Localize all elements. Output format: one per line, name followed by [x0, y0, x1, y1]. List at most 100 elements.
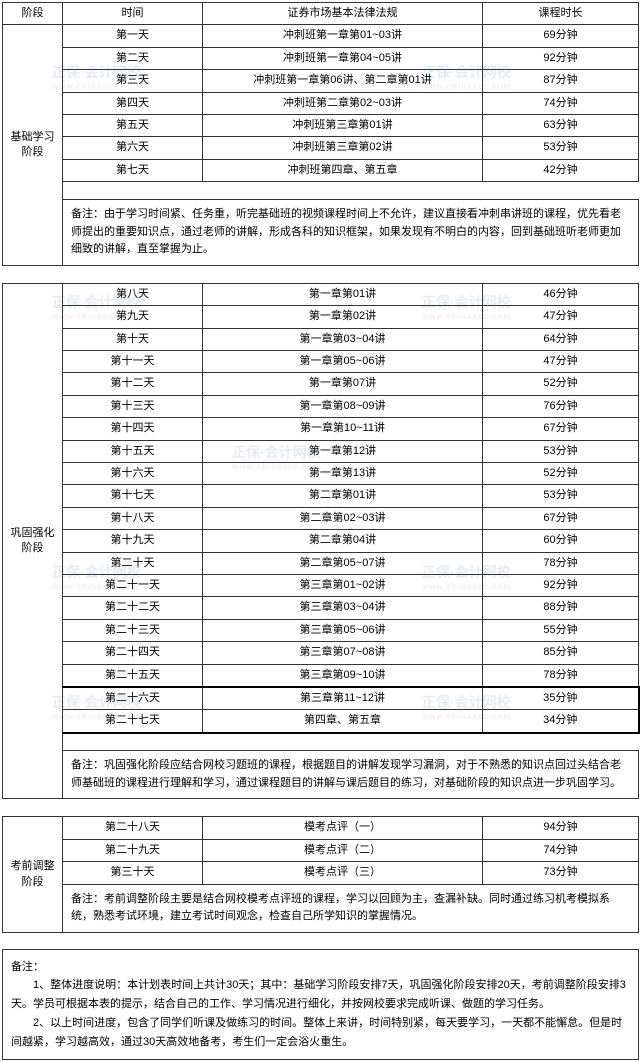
duration-cell: 88分钟: [483, 597, 639, 619]
table-row: 第七天冲刺班第四章、第五章42分钟: [3, 159, 639, 181]
duration-cell: 52分钟: [483, 463, 639, 485]
time-cell: 第十一天: [63, 351, 203, 373]
table-row: 第十二天第一章第07讲52分钟: [3, 373, 639, 395]
content-cell: 冲刺班第三章第01讲: [203, 114, 483, 136]
time-cell: 第八天: [63, 283, 203, 305]
duration-cell: 69分钟: [483, 25, 639, 47]
content-cell: 冲刺班第三章第02讲: [203, 137, 483, 159]
time-cell: 第十四天: [63, 418, 203, 440]
note-cell: 备注：考前调整阶段主要是结合网校模考点评班的课程，学习以回顾为主，查漏补缺。同时…: [63, 884, 639, 932]
content-cell: 冲刺班第四章、第五章: [203, 159, 483, 181]
content-cell: 第一章第01讲: [203, 283, 483, 305]
duration-cell: 76分钟: [483, 395, 639, 417]
content-cell: 第二章第01讲: [203, 485, 483, 507]
table-row: 第二十一天第三章第01~02讲92分钟: [3, 574, 639, 596]
time-cell: 第二十四天: [63, 642, 203, 664]
table-row: 第二十九天模考点评（二）74分钟: [3, 839, 639, 861]
table-row: 巩固强化阶段第八天第一章第01讲46分钟: [3, 283, 639, 305]
time-cell: 第七天: [63, 159, 203, 181]
table-row: 基础学习阶段第一天冲刺班第一章第01~03讲69分钟: [3, 25, 639, 47]
content-cell: 冲刺班第一章第06讲、第二章第01讲: [203, 70, 483, 92]
duration-cell: 67分钟: [483, 418, 639, 440]
time-cell: 第十天: [63, 328, 203, 350]
content-cell: 第一章第02讲: [203, 306, 483, 328]
time-cell: 第十八天: [63, 507, 203, 529]
duration-cell: 53分钟: [483, 440, 639, 462]
content-cell: 第二章第02~03讲: [203, 507, 483, 529]
duration-cell: 47分钟: [483, 351, 639, 373]
duration-cell: 92分钟: [483, 574, 639, 596]
table-row: 第二十三天第三章第05~06讲55分钟: [3, 619, 639, 641]
content-cell: 第三章第09~10讲: [203, 664, 483, 687]
table-row: 第三十天模考点评（三）73分钟: [3, 862, 639, 884]
duration-cell: 64分钟: [483, 328, 639, 350]
phase-name-cell: 基础学习阶段: [3, 25, 63, 266]
table-row: 第五天冲刺班第三章第01讲63分钟: [3, 114, 639, 136]
time-cell: 第二十一天: [63, 574, 203, 596]
content-cell: 第三章第01~02讲: [203, 574, 483, 596]
final-notes-line1: 1、整体进度说明：本计划表时间上共计30天；其中：基础学习阶段安排7天，巩固强化…: [11, 976, 630, 1013]
time-cell: 第九天: [63, 306, 203, 328]
duration-cell: 92分钟: [483, 47, 639, 69]
time-cell: 第六天: [63, 137, 203, 159]
content-cell: 第一章第07讲: [203, 373, 483, 395]
duration-cell: 46分钟: [483, 283, 639, 305]
table-row: 第二十七天第四章、第五章34分钟: [3, 710, 639, 733]
table-row: 第九天第一章第02讲47分钟: [3, 306, 639, 328]
time-cell: 第五天: [63, 114, 203, 136]
duration-cell: 53分钟: [483, 485, 639, 507]
note-cell: 备注：由于学习时间紧、任务重，听完基础班的视频课程时间上不允许，建议直接看冲刺串…: [63, 200, 639, 266]
time-cell: 第二十七天: [63, 710, 203, 733]
content-cell: 第三章第11~12讲: [203, 687, 483, 710]
time-cell: 第二十天: [63, 552, 203, 574]
time-cell: 第二十三天: [63, 619, 203, 641]
time-cell: 第十三天: [63, 395, 203, 417]
table-row: 第十九天第二章第04讲60分钟: [3, 530, 639, 552]
table-row: 第二十六天第三章第11~12讲35分钟: [3, 687, 639, 710]
note-row: 备注：巩固强化阶段应结合网校习题班的课程，根据题目的讲解发现学习漏洞，对于不熟悉…: [3, 751, 639, 799]
time-cell: 第三十天: [63, 862, 203, 884]
duration-cell: 42分钟: [483, 159, 639, 181]
content-cell: 冲刺班第一章第01~03讲: [203, 25, 483, 47]
content-cell: 第一章第12讲: [203, 440, 483, 462]
header-content: 证券市场基本法律法规: [203, 3, 483, 25]
duration-cell: 87分钟: [483, 70, 639, 92]
content-cell: 第三章第03~04讲: [203, 597, 483, 619]
duration-cell: 47分钟: [483, 306, 639, 328]
duration-cell: 85分钟: [483, 642, 639, 664]
header-duration: 课程时长: [483, 3, 639, 25]
table-row: 第十一天第一章第05~06讲47分钟: [3, 351, 639, 373]
content-cell: 模考点评（一）: [203, 817, 483, 839]
table-row: 第二十五天第三章第09~10讲78分钟: [3, 664, 639, 687]
table-row: 考前调整阶段第二十八天模考点评（一）94分钟: [3, 817, 639, 839]
time-cell: 第十六天: [63, 463, 203, 485]
content-cell: 第二章第05~07讲: [203, 552, 483, 574]
header-phase: 阶段: [3, 3, 63, 25]
phase-name-cell: 考前调整阶段: [3, 817, 63, 932]
table-row: 第十四天第一章第10~11讲67分钟: [3, 418, 639, 440]
time-cell: 第二十八天: [63, 817, 203, 839]
final-notes-box: 备注： 1、整体进度说明：本计划表时间上共计30天；其中：基础学习阶段安排7天，…: [2, 949, 639, 1060]
time-cell: 第一天: [63, 25, 203, 47]
table-row: 第十六天第一章第13讲52分钟: [3, 463, 639, 485]
duration-cell: 35分钟: [483, 687, 639, 710]
time-cell: 第二十六天: [63, 687, 203, 710]
duration-cell: 78分钟: [483, 552, 639, 574]
content-cell: 第一章第03~04讲: [203, 328, 483, 350]
table-row: 第四天冲刺班第二章第02~03讲74分钟: [3, 92, 639, 114]
content-cell: 第一章第13讲: [203, 463, 483, 485]
content-cell: 第一章第05~06讲: [203, 351, 483, 373]
final-notes-line2: 2、以上时间进度，包含了同学们听课及做练习的时间。整体上来讲，时间特别紧，每天要…: [11, 1014, 630, 1051]
note-cell: 备注：巩固强化阶段应结合网校习题班的课程，根据题目的讲解发现学习漏洞，对于不熟悉…: [63, 751, 639, 799]
table-row: 第二天冲刺班第一章第04~05讲92分钟: [3, 47, 639, 69]
time-cell: 第三天: [63, 70, 203, 92]
table-row: 第十天第一章第03~04讲64分钟: [3, 328, 639, 350]
duration-cell: 52分钟: [483, 373, 639, 395]
table-row: 第十八天第二章第02~03讲67分钟: [3, 507, 639, 529]
table-row: 第三天冲刺班第一章第06讲、第二章第01讲87分钟: [3, 70, 639, 92]
time-cell: 第四天: [63, 92, 203, 114]
table-row: 第十三天第一章第08~09讲76分钟: [3, 395, 639, 417]
table-row: 第六天冲刺班第三章第02讲53分钟: [3, 137, 639, 159]
content-cell: 第一章第08~09讲: [203, 395, 483, 417]
content-cell: 第三章第05~06讲: [203, 619, 483, 641]
